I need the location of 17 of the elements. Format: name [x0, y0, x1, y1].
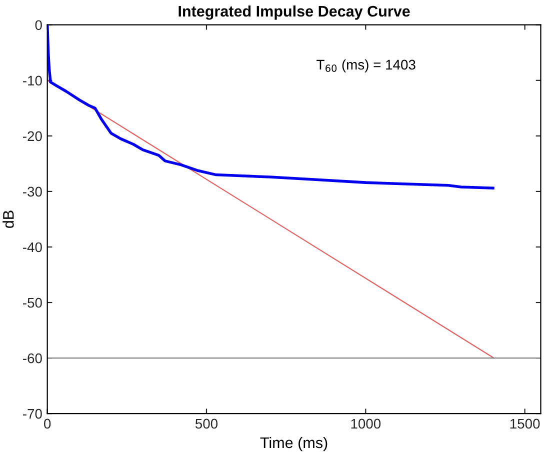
x-tick-label: 0: [44, 418, 51, 429]
y-tick-label: -10: [23, 76, 42, 86]
chart-title: Integrated Impulse Decay Curve: [178, 5, 410, 20]
x-tick-label: 1000: [351, 418, 381, 429]
y-tick-label: -20: [23, 131, 42, 142]
y-tick-label: -30: [23, 186, 42, 197]
annotation: T$_{60}$ (ms) = 1403: [316, 59, 416, 72]
y-tick-label: -50: [23, 298, 42, 308]
x-tick-label: 1500: [510, 418, 540, 429]
y-tick-label: -40: [23, 242, 42, 252]
y-tick-label: -60: [23, 353, 42, 364]
y-tick-label: -70: [23, 408, 42, 419]
x-tick-label: 500: [195, 418, 218, 429]
x-axis-title: Time (ms): [260, 436, 328, 452]
y-tick-label: 0: [35, 20, 42, 30]
y-axis-title: dB: [2, 210, 14, 228]
line-series: [47, 24, 494, 190]
